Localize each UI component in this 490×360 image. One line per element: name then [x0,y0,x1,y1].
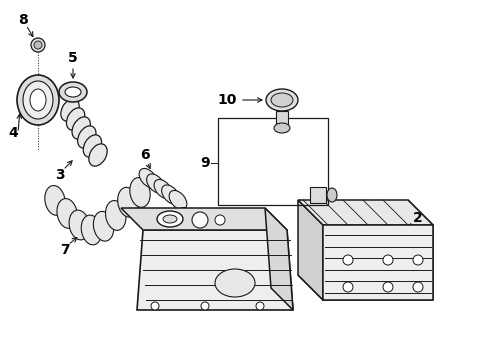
Circle shape [215,215,225,225]
Ellipse shape [89,144,107,166]
Ellipse shape [266,89,298,111]
Ellipse shape [327,188,337,202]
Bar [310,187,326,203]
Ellipse shape [59,82,87,102]
Circle shape [413,282,423,292]
Ellipse shape [17,75,59,125]
Ellipse shape [77,126,96,148]
Polygon shape [298,200,433,225]
Ellipse shape [274,123,290,133]
Polygon shape [408,200,433,300]
Text: 4: 4 [8,126,18,140]
Ellipse shape [45,185,65,215]
Ellipse shape [23,81,53,119]
Ellipse shape [57,199,77,228]
Circle shape [151,302,159,310]
Circle shape [201,302,209,310]
Ellipse shape [83,135,101,157]
Circle shape [343,255,353,265]
Ellipse shape [163,215,177,223]
Ellipse shape [30,89,46,111]
Circle shape [34,41,42,49]
Text: 6: 6 [140,148,150,162]
Circle shape [256,302,264,310]
Ellipse shape [130,177,150,207]
Circle shape [383,282,393,292]
Circle shape [343,282,353,292]
Circle shape [413,255,423,265]
Ellipse shape [105,201,126,230]
Polygon shape [298,200,323,300]
Text: 1: 1 [178,206,188,220]
Ellipse shape [65,87,81,97]
Ellipse shape [94,211,114,241]
Bar [276,111,288,125]
Polygon shape [265,208,293,310]
Ellipse shape [67,108,85,130]
Ellipse shape [147,174,164,193]
Text: 8: 8 [18,13,28,27]
Ellipse shape [215,269,255,297]
Ellipse shape [154,179,172,199]
Text: 5: 5 [68,51,78,65]
Ellipse shape [139,168,157,188]
Polygon shape [121,208,287,230]
Circle shape [31,38,45,52]
Text: 10: 10 [218,93,237,107]
Ellipse shape [118,188,138,217]
Circle shape [383,255,393,265]
Ellipse shape [69,210,90,240]
Polygon shape [137,230,293,310]
Ellipse shape [157,211,183,227]
Ellipse shape [271,93,293,107]
Text: 7: 7 [60,243,70,257]
Ellipse shape [162,185,179,204]
Polygon shape [298,275,433,300]
Ellipse shape [72,117,90,139]
Polygon shape [323,225,433,300]
Ellipse shape [81,215,101,245]
Bar [218,118,328,205]
Ellipse shape [61,99,79,121]
Text: 9: 9 [200,156,210,170]
Text: 2: 2 [413,211,423,225]
Circle shape [192,212,208,228]
Text: 3: 3 [55,168,65,182]
Ellipse shape [169,190,187,210]
